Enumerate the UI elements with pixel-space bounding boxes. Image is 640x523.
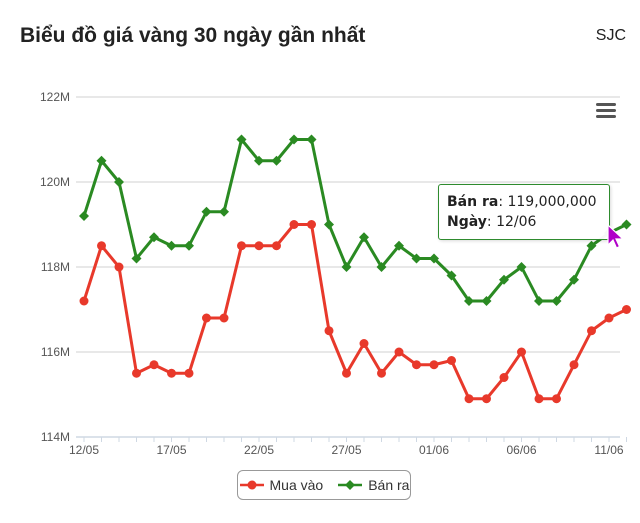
x-tick-label: 06/06 xyxy=(506,443,536,457)
y-tick-label: 122M xyxy=(40,90,70,104)
source-label: SJC xyxy=(595,27,626,44)
data-point[interactable] xyxy=(219,206,229,217)
series-lines xyxy=(79,134,632,404)
data-point[interactable] xyxy=(324,219,334,230)
data-point[interactable] xyxy=(551,296,562,306)
tooltip-series-label: Bán ra xyxy=(447,194,499,210)
data-point[interactable] xyxy=(604,313,614,323)
x-tick-label: 22/05 xyxy=(244,443,274,457)
data-point[interactable] xyxy=(534,296,544,306)
data-point[interactable] xyxy=(499,373,509,382)
legend-sell-marker xyxy=(338,480,363,490)
data-point[interactable] xyxy=(97,241,106,251)
data-point[interactable] xyxy=(79,211,89,221)
data-point[interactable] xyxy=(394,240,404,251)
x-tick-label: 12/05 xyxy=(69,443,99,457)
data-point[interactable] xyxy=(481,296,492,306)
legend-sell-label: Bán ra xyxy=(368,477,410,493)
legend-item-sell[interactable]: Bán ra xyxy=(337,477,409,493)
menu-button[interactable] xyxy=(596,102,616,119)
data-point[interactable] xyxy=(96,155,107,166)
data-point[interactable] xyxy=(166,240,177,251)
tooltip-date-label: Ngày xyxy=(447,214,487,230)
data-point[interactable] xyxy=(569,274,579,285)
data-point[interactable] xyxy=(359,232,369,243)
data-point[interactable] xyxy=(621,219,632,230)
x-tick-label: 01/06 xyxy=(419,443,449,457)
data-point[interactable] xyxy=(114,177,124,187)
data-point[interactable] xyxy=(517,347,526,357)
data-point[interactable] xyxy=(411,253,422,264)
y-tick-label: 118M xyxy=(41,260,70,274)
legend-item-buy[interactable]: Mua vào xyxy=(239,477,324,493)
data-point[interactable] xyxy=(114,262,124,272)
data-point[interactable] xyxy=(446,270,457,281)
data-point[interactable] xyxy=(289,220,299,229)
y-tick-label: 116M xyxy=(41,345,70,359)
legend-buy-label: Mua vào xyxy=(269,477,324,493)
data-point[interactable] xyxy=(219,313,229,323)
pointer-cursor-icon xyxy=(607,224,625,249)
y-tick-label: 120M xyxy=(40,175,70,189)
data-point[interactable] xyxy=(307,220,316,229)
data-point[interactable] xyxy=(552,394,561,404)
data-point[interactable] xyxy=(516,262,527,272)
data-point[interactable] xyxy=(167,368,176,378)
x-tick-label: 11/06 xyxy=(594,443,623,457)
legend-buy-marker xyxy=(239,480,264,490)
data-point[interactable] xyxy=(482,394,491,404)
data-point[interactable] xyxy=(464,296,474,306)
data-point[interactable] xyxy=(622,305,631,314)
x-tick-label: 27/05 xyxy=(331,443,361,457)
data-point[interactable] xyxy=(359,339,369,348)
data-point[interactable] xyxy=(587,326,596,336)
tooltip: Bán ra: 119,000,000 Ngày: 12/06 xyxy=(438,184,610,240)
y-axis-labels: 114M 116M 118M 120M 122M xyxy=(40,90,70,444)
data-point[interactable] xyxy=(149,360,159,370)
x-axis: 12/05 17/05 22/05 27/05 01/06 06/06 11/06 xyxy=(69,436,627,457)
data-point[interactable] xyxy=(202,313,211,323)
page-title: Biểu đồ giá vàng 30 ngày gần nhất xyxy=(20,24,366,47)
data-point[interactable] xyxy=(586,240,597,251)
data-point[interactable] xyxy=(254,241,264,251)
data-point[interactable] xyxy=(271,155,282,166)
data-point[interactable] xyxy=(394,347,404,357)
data-point[interactable] xyxy=(569,360,579,370)
data-point[interactable] xyxy=(306,134,317,145)
data-point[interactable] xyxy=(132,368,141,378)
data-point[interactable] xyxy=(429,360,439,370)
data-point[interactable] xyxy=(79,296,89,306)
data-point[interactable] xyxy=(464,394,474,404)
data-point[interactable] xyxy=(236,134,247,145)
data-point[interactable] xyxy=(272,241,281,251)
tooltip-date: 12/06 xyxy=(496,214,537,230)
data-point[interactable] xyxy=(429,253,439,264)
data-point[interactable] xyxy=(289,134,299,145)
tooltip-value: 119,000,000 xyxy=(507,194,597,210)
data-point[interactable] xyxy=(499,274,509,285)
data-point[interactable] xyxy=(534,394,544,404)
data-point[interactable] xyxy=(324,326,334,336)
data-point[interactable] xyxy=(131,253,142,264)
series-buy xyxy=(79,220,631,404)
data-point[interactable] xyxy=(447,356,456,365)
data-point[interactable] xyxy=(237,241,246,251)
data-point[interactable] xyxy=(184,368,194,378)
data-point[interactable] xyxy=(341,262,352,272)
data-point[interactable] xyxy=(342,368,351,378)
x-tick-label: 17/05 xyxy=(156,443,186,457)
legend: Mua vào Bán ra xyxy=(237,470,411,500)
data-point[interactable] xyxy=(184,240,194,251)
data-point[interactable] xyxy=(254,155,264,166)
data-point[interactable] xyxy=(376,262,387,272)
data-point[interactable] xyxy=(149,232,159,243)
data-point[interactable] xyxy=(377,368,386,378)
data-point[interactable] xyxy=(412,360,421,370)
y-tick-label: 114M xyxy=(41,430,70,444)
data-point[interactable] xyxy=(201,206,212,217)
